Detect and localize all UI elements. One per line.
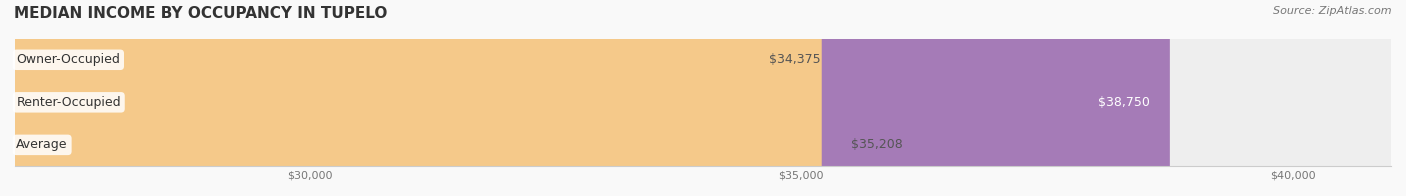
FancyBboxPatch shape [15, 0, 1391, 196]
Text: Average: Average [17, 138, 67, 151]
Text: Owner-Occupied: Owner-Occupied [17, 53, 121, 66]
Text: $35,208: $35,208 [851, 138, 903, 151]
FancyBboxPatch shape [15, 0, 821, 196]
Text: $38,750: $38,750 [1098, 96, 1150, 109]
Text: MEDIAN INCOME BY OCCUPANCY IN TUPELO: MEDIAN INCOME BY OCCUPANCY IN TUPELO [14, 6, 388, 21]
FancyBboxPatch shape [15, 0, 1391, 196]
FancyBboxPatch shape [15, 0, 740, 196]
FancyBboxPatch shape [15, 0, 1170, 196]
Text: $34,375: $34,375 [769, 53, 821, 66]
Text: Source: ZipAtlas.com: Source: ZipAtlas.com [1274, 6, 1392, 16]
FancyBboxPatch shape [15, 0, 1391, 196]
Text: Renter-Occupied: Renter-Occupied [17, 96, 121, 109]
